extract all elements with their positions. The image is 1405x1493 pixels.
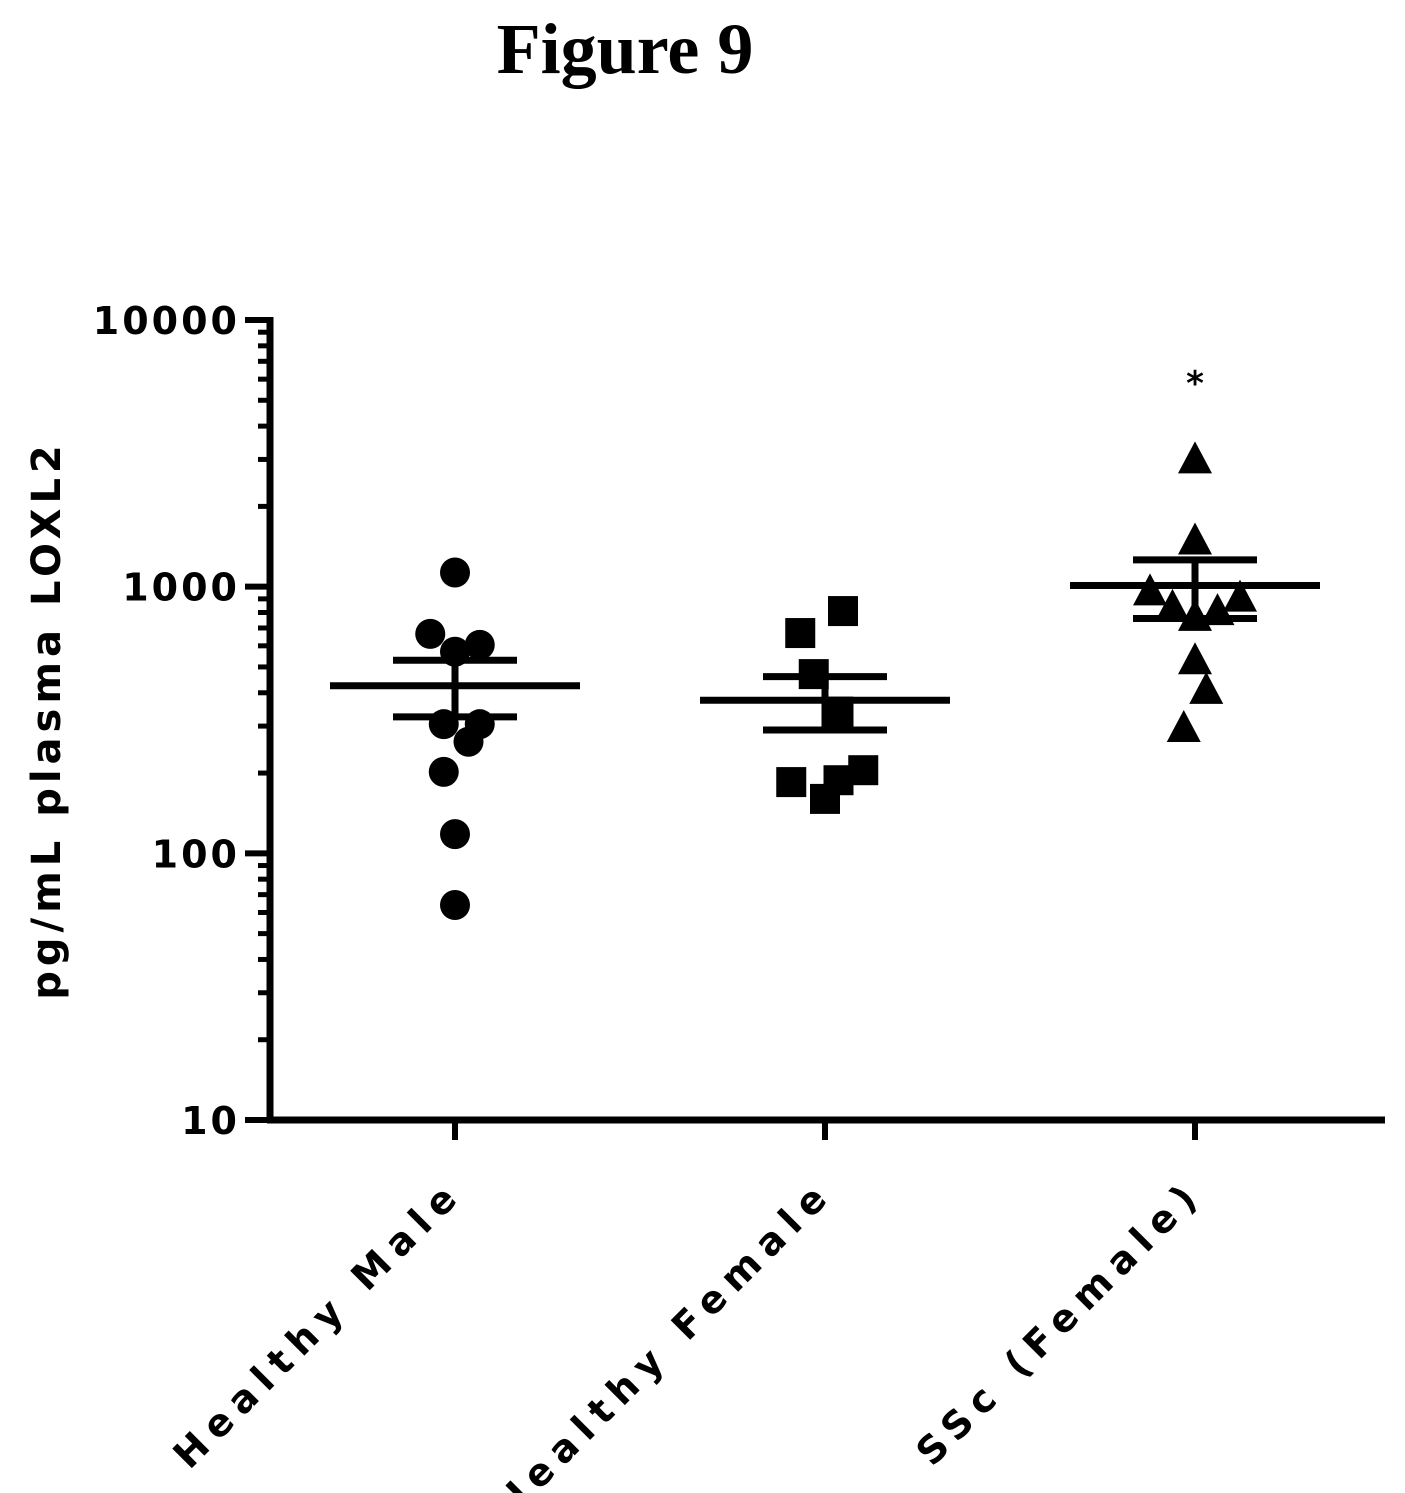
x-category-label: SSc (Female) [907,1170,1211,1474]
point-square [828,596,858,627]
point-triangle [1178,522,1212,555]
point-triangle [1189,671,1224,704]
point-triangle [1133,573,1167,606]
y-axis-label: pg/mL plasma LOXL2 [24,440,70,1000]
point-square [810,783,840,814]
y-tick-label: 10 [181,1099,240,1143]
point-triangle [1166,710,1201,743]
x-category-label: Healthy Male [165,1170,472,1477]
point-triangle [1178,441,1212,474]
data-points [415,441,1257,921]
y-axis-ticks: 10 100 1000 10000 [93,299,270,1143]
point-square [776,767,807,798]
y-tick-label: 100 [152,832,240,876]
axes [266,317,1385,1140]
y-tick-label: 10000 [93,299,240,343]
point-circle [428,756,459,787]
point-circle [464,629,495,660]
point-circle [440,890,470,921]
axis-labels: pg/mL plasma LOXL2 Healthy Male Healthy Fe… [24,364,1211,1493]
x-category-label: Healthy Female [485,1170,841,1493]
point-circle [440,557,470,588]
point-square [848,755,879,786]
point-square [785,618,816,649]
significance-asterisk: * [1186,364,1204,404]
y-tick-label: 1000 [122,566,240,610]
point-triangle [1223,579,1257,612]
point-circle [453,726,484,757]
point-triangle [1155,588,1190,621]
point-triangle [1178,642,1212,675]
mean-sem-bars [330,556,1320,734]
figure-title: Figure 9 [496,9,754,89]
point-circle [440,819,470,850]
point-circle [415,618,446,649]
